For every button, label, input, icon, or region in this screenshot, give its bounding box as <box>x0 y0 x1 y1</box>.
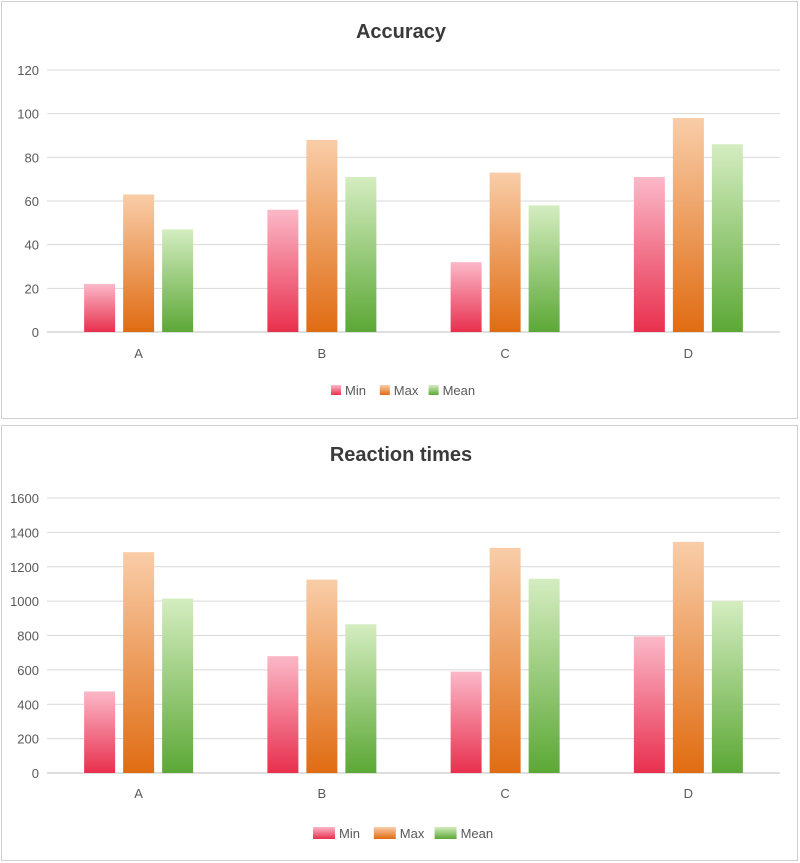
legend-swatch-mean <box>428 385 439 395</box>
y-tick-label: 120 <box>17 63 39 78</box>
legend-label-min: Min <box>339 826 360 841</box>
bar-max-a <box>123 552 155 773</box>
legend-label-max: Max <box>400 826 425 841</box>
bar-mean-b <box>345 624 377 773</box>
legend-swatch-min <box>313 827 335 839</box>
bar-min-a <box>84 283 116 332</box>
reaction-times-chart-panel: Reaction times 0 200 400 600 800 1000 1200 1400 1… <box>1 425 798 861</box>
legend-swatch-max <box>373 827 396 839</box>
chart-title: Accuracy <box>356 21 447 43</box>
chart-title: Reaction times <box>330 444 472 466</box>
bar-min-d <box>633 176 665 332</box>
bar-max-b <box>306 579 338 773</box>
bar-max-c <box>489 172 521 332</box>
y-tick-label: 400 <box>17 697 39 712</box>
x-tick-label: B <box>318 786 327 801</box>
x-tick-label: B <box>318 346 327 361</box>
bar-min-d <box>633 636 665 773</box>
bar-mean-b <box>345 176 377 332</box>
y-tick-label: 1000 <box>10 594 39 609</box>
bar-min-a <box>84 691 116 773</box>
x-tick-label: D <box>684 346 693 361</box>
y-tick-label: 1400 <box>10 525 39 540</box>
y-tick-label: 600 <box>17 663 39 678</box>
accuracy-chart: Accuracy 0 20 40 60 80 100 120 A B C D Min Max Mean <box>17 21 780 398</box>
accuracy-chart-panel: Accuracy 0 20 40 60 80 100 120 A B C D Min Max Mean <box>1 1 798 419</box>
bar-min-c <box>450 262 482 332</box>
y-tick-label: 100 <box>17 107 39 122</box>
y-tick-label: 0 <box>32 325 39 340</box>
y-tick-label: 800 <box>17 629 39 644</box>
x-tick-label: A <box>134 346 143 361</box>
bar-max-b <box>306 139 338 332</box>
x-tick-label: C <box>500 346 509 361</box>
y-tick-label: 40 <box>25 238 39 253</box>
y-tick-label: 200 <box>17 732 39 747</box>
y-tick-label: 0 <box>32 766 39 781</box>
bar-mean-d <box>711 144 743 332</box>
bar-mean-a <box>162 229 194 332</box>
y-tick-label: 1600 <box>10 491 39 506</box>
bar-max-c <box>489 547 521 773</box>
legend-label-mean: Mean <box>443 383 476 398</box>
bar-max-a <box>123 194 155 332</box>
bar-max-d <box>672 541 704 773</box>
bar-mean-a <box>162 598 194 773</box>
bar-min-b <box>267 656 299 773</box>
bar-max-d <box>672 118 704 333</box>
bar-mean-c <box>528 205 560 332</box>
bar-mean-d <box>711 601 743 773</box>
bar-min-b <box>267 209 299 332</box>
y-tick-label: 1200 <box>10 560 39 575</box>
legend-label-mean: Mean <box>461 826 494 841</box>
legend-label-min: Min <box>345 383 366 398</box>
x-tick-label: A <box>134 786 143 801</box>
legend-swatch-min <box>331 385 341 395</box>
y-tick-label: 80 <box>25 150 39 165</box>
y-tick-label: 20 <box>25 281 39 296</box>
legend-swatch-mean <box>434 827 457 839</box>
legend: Min Max Mean <box>313 826 493 841</box>
legend: Min Max Mean <box>331 383 475 398</box>
bar-min-c <box>450 671 482 773</box>
bar-mean-c <box>528 578 560 773</box>
x-tick-label: C <box>500 786 509 801</box>
x-tick-label: D <box>684 786 693 801</box>
y-tick-label: 60 <box>25 194 39 209</box>
reaction-times-chart: Reaction times 0 200 400 600 800 1000 1200 1400 1… <box>10 444 780 841</box>
legend-label-max: Max <box>394 383 419 398</box>
legend-swatch-max <box>379 385 390 395</box>
